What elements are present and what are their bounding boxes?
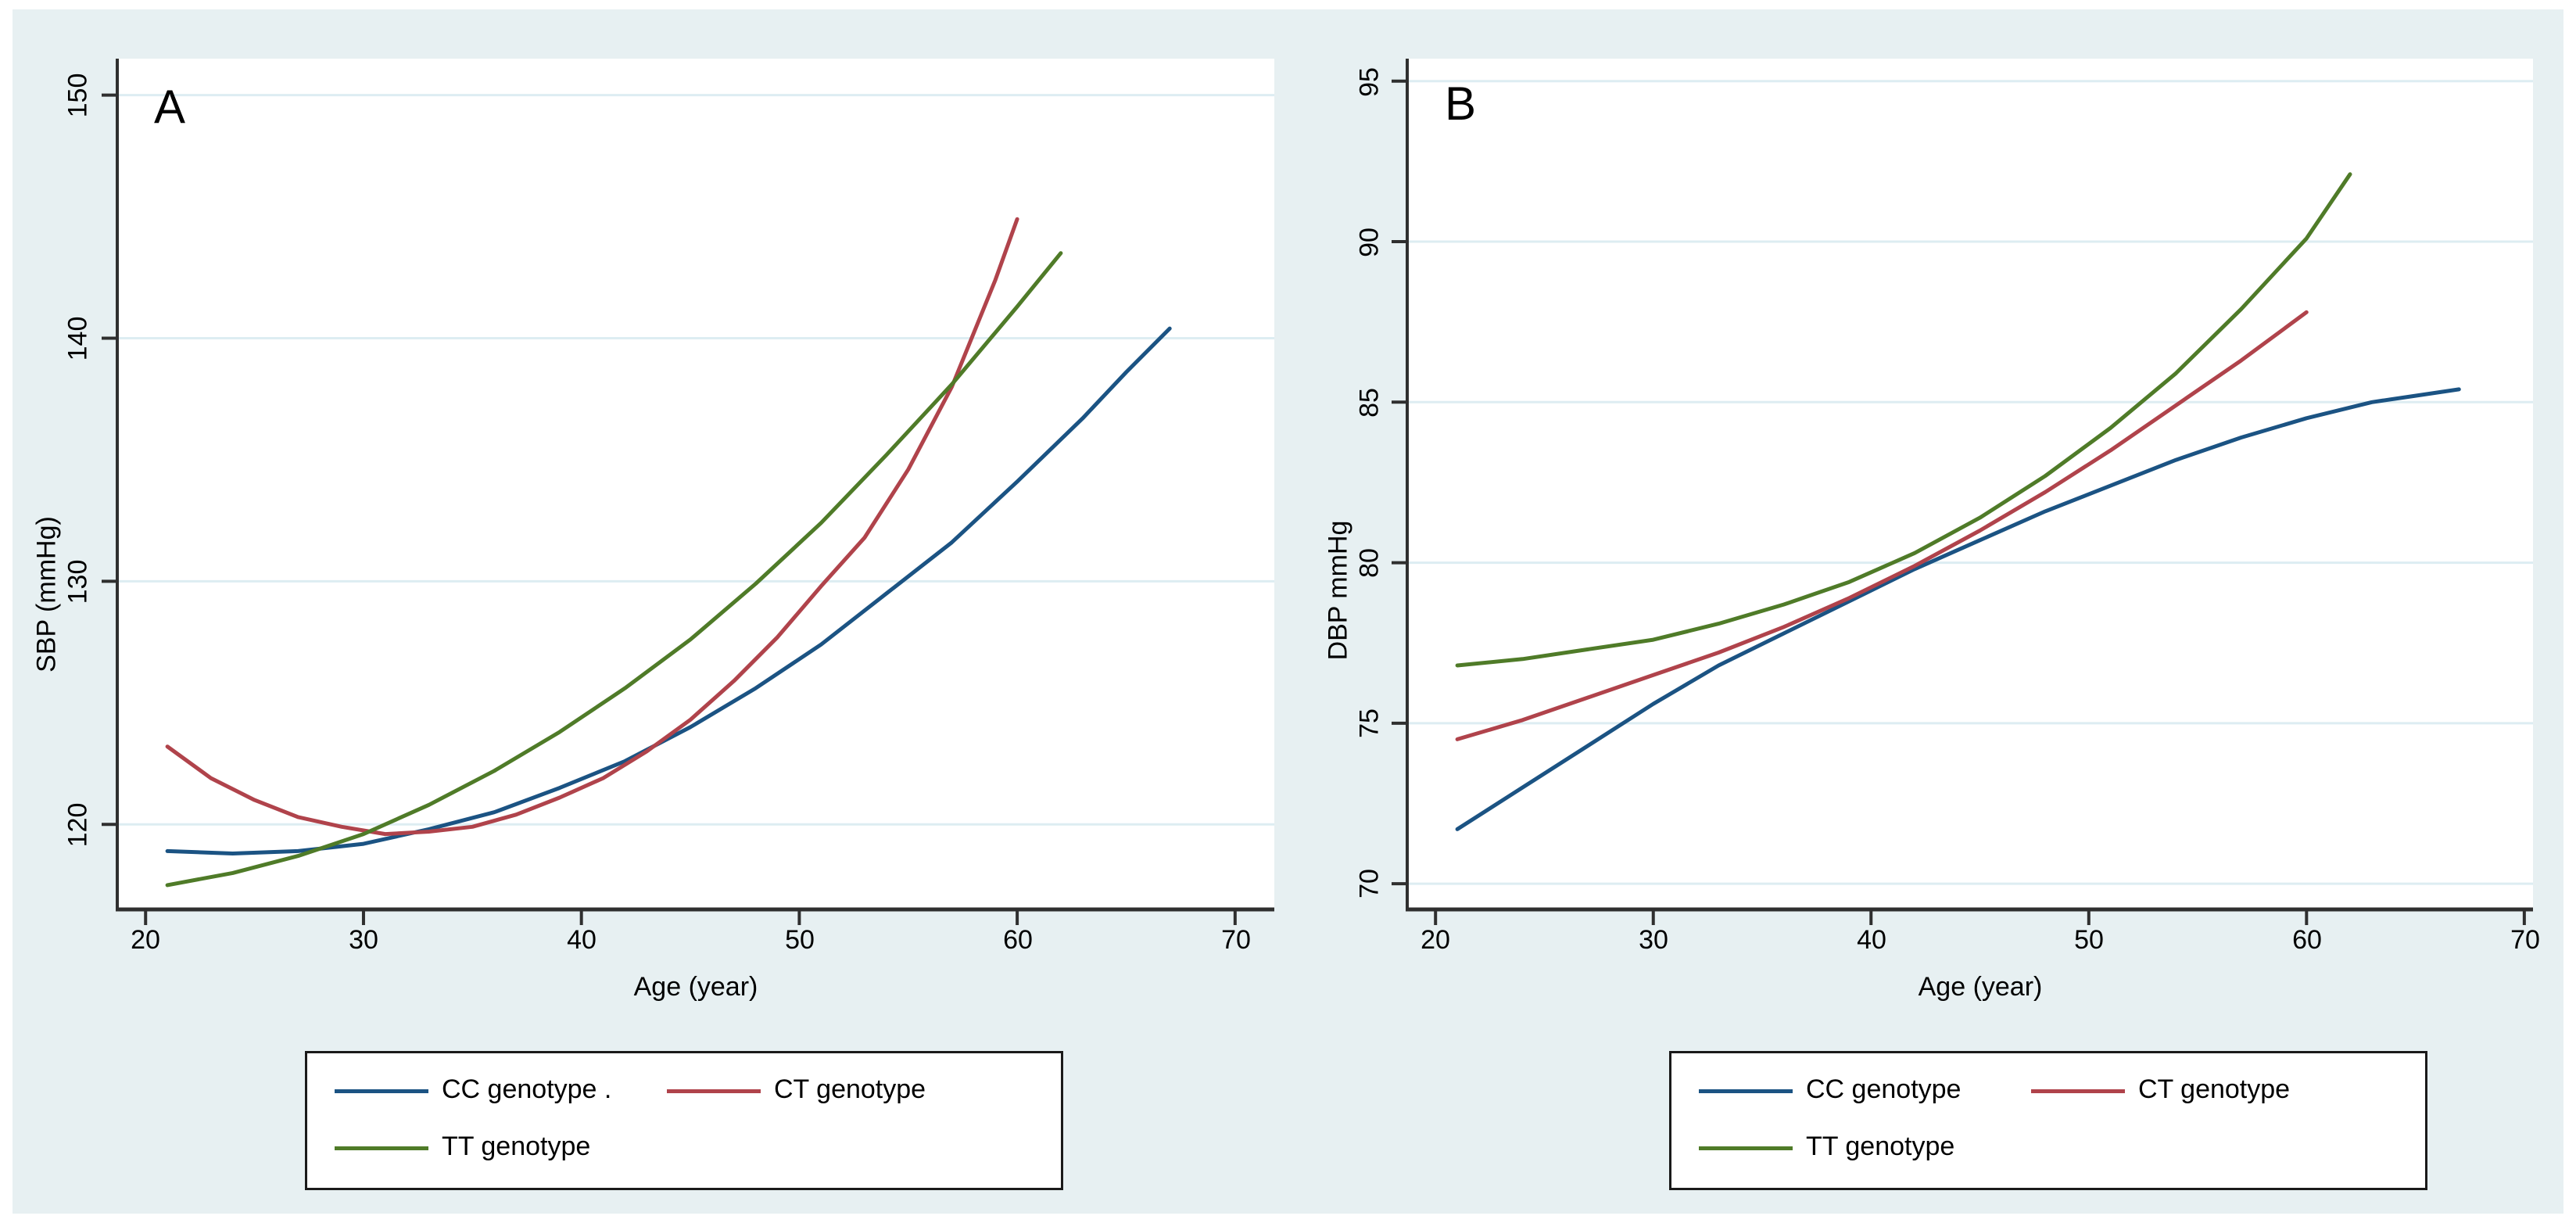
- panel-a-series-ct: [165, 217, 1019, 837]
- panel-a-y-tick-150: 150: [63, 73, 93, 118]
- panel-b-x-tick-60: 60: [2292, 925, 2322, 955]
- legend-line-tt: [335, 1146, 428, 1150]
- panel-a-y-tick-140: 140: [63, 316, 93, 361]
- legend-label-ct: CT genotype: [774, 1074, 926, 1104]
- panel-b-y-tick-90: 90: [1354, 228, 1385, 257]
- panel-b-plot-area: [1407, 59, 2533, 909]
- panel-b-letter: B: [1445, 77, 1477, 130]
- panel-b-y-tick-70: 70: [1354, 869, 1385, 898]
- panel-b-legend: CC genotype CT genotype TT genotype: [1669, 1051, 2427, 1190]
- legend-line-tt: [1699, 1146, 1793, 1150]
- legend-line-cc: [335, 1089, 428, 1093]
- panel-a-series-tt: [165, 251, 1063, 888]
- panel-a-x-tick-40: 40: [567, 925, 597, 955]
- panel-b-x-tick-50: 50: [2074, 925, 2104, 955]
- panel-b-series-cc: [1455, 387, 2461, 831]
- panel-a-x-tick-50: 50: [785, 925, 815, 955]
- legend-label-cc: CC genotype: [1806, 1074, 1962, 1104]
- panel-b-y-tick-80: 80: [1354, 548, 1385, 578]
- panel-b-y-tick-85: 85: [1354, 388, 1385, 418]
- legend-line-cc: [1699, 1089, 1793, 1093]
- panel-a-x-axis-title: Age (year): [633, 972, 758, 1002]
- panel-a-x-tick-60: 60: [1003, 925, 1033, 955]
- panel-b-y-tick-75: 75: [1354, 708, 1385, 738]
- panel-b-y-axis-title: DBP mmHg: [1323, 520, 1353, 661]
- panel-b-y-tick-95: 95: [1354, 67, 1385, 97]
- panel-b-x-tick-20: 20: [1421, 925, 1450, 955]
- panel-a-series-cc: [165, 326, 1172, 855]
- legend-label-tt: TT genotype: [1806, 1132, 1955, 1161]
- panel-a-legend: CC genotype . CT genotype TT genotype: [305, 1051, 1063, 1190]
- panel-a-x-tick-20: 20: [131, 925, 160, 955]
- panel-b-x-tick-70: 70: [2510, 925, 2540, 955]
- panel-b-x-axis-title: Age (year): [1918, 972, 2043, 1002]
- legend-line-ct: [667, 1089, 761, 1093]
- legend-line-ct: [2031, 1089, 2125, 1093]
- panel-b-series-tt: [1455, 172, 2352, 668]
- panel-a-y-tick-130: 130: [63, 559, 93, 604]
- legend-label-ct: CT genotype: [2138, 1074, 2291, 1104]
- panel-a-plot-area: [117, 59, 1274, 909]
- panel-b-x-tick-30: 30: [1639, 925, 1668, 955]
- legend-label-tt: TT genotype: [442, 1132, 591, 1161]
- panel-a-y-tick-120: 120: [63, 802, 93, 848]
- panel-b-series-ct: [1455, 310, 2309, 741]
- panel-a-x-tick-70: 70: [1221, 925, 1251, 955]
- legend-label-cc: CC genotype .: [442, 1074, 612, 1104]
- panel-b-x-tick-40: 40: [1857, 925, 1886, 955]
- panel-a-y-axis-title: SBP (mmHg): [31, 516, 62, 672]
- panel-a-letter: A: [154, 81, 186, 133]
- panel-a-x-tick-30: 30: [349, 925, 378, 955]
